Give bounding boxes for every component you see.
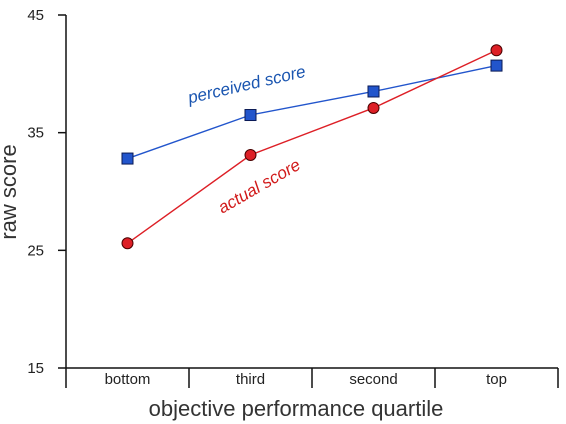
- point-perceived-score-bottom: [121, 152, 134, 165]
- y-tick-label-25: 25: [27, 242, 44, 259]
- axes: 15 25 35 45 bottom third second top: [27, 7, 559, 388]
- point-actual-score-second: [367, 101, 380, 114]
- y-tick-label-45: 45: [27, 7, 44, 24]
- point-perceived-score-second: [367, 85, 380, 98]
- series-perceived-score: perceived score: [121, 59, 503, 165]
- y-tick-label-15: 15: [27, 360, 44, 377]
- x-axis-title: objective performance quartile: [149, 396, 444, 421]
- series-label-actual-score: actual score: [215, 155, 304, 217]
- series-label-perceived-score: perceived score: [185, 62, 307, 108]
- series-line-actual-score: [127, 49, 497, 244]
- y-tick-label-35: 35: [27, 125, 44, 142]
- point-actual-score-top: [490, 44, 503, 57]
- point-actual-score-third: [244, 149, 257, 162]
- series-layer: perceived score actual score: [121, 44, 503, 250]
- y-axis-title: raw score: [0, 144, 21, 239]
- x-tick-label-top: top: [486, 371, 507, 388]
- point-actual-score-bottom: [121, 237, 134, 250]
- x-tick-label-second: second: [349, 371, 397, 388]
- series-actual-score: actual score: [121, 44, 503, 250]
- x-tick-label-bottom: bottom: [105, 371, 151, 388]
- point-perceived-score-top: [490, 59, 503, 72]
- point-perceived-score-third: [244, 109, 257, 122]
- series-line-perceived-score: [127, 64, 497, 160]
- x-tick-label-third: third: [236, 371, 265, 388]
